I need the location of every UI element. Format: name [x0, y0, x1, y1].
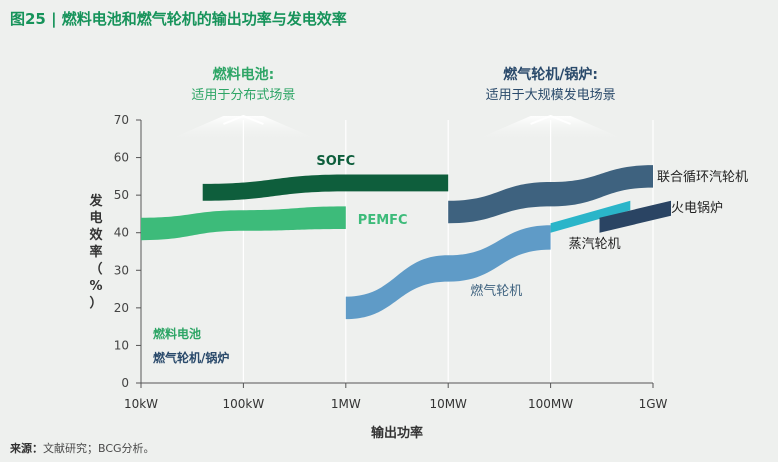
y-tick-label: 60 — [114, 151, 129, 165]
figure-source: 来源：文献研究；BCG分析。 — [10, 440, 155, 456]
y-tick-label: 10 — [114, 338, 129, 352]
series-label: 燃气轮机 — [470, 283, 522, 299]
x-tick-label: 100MW — [528, 397, 573, 411]
figure-title: 图25 | 燃料电池和燃气轮机的输出功率与发电效率 — [10, 10, 347, 28]
group-title: 燃气轮机/锅炉: — [503, 66, 598, 83]
group-subtitle: 适用于分布式场景 — [191, 88, 295, 103]
y-axis-label-char: 发 — [88, 193, 103, 209]
series-band — [448, 165, 653, 224]
group-title: 燃料电池: — [213, 66, 275, 83]
y-axis-label-char: 效 — [89, 227, 103, 243]
y-tick-label: 30 — [114, 263, 129, 277]
series-band — [599, 200, 671, 233]
x-tick-label: 100kW — [223, 397, 265, 411]
series-label: SOFC — [316, 154, 355, 169]
y-tick-label: 0 — [121, 376, 129, 390]
y-axis-label-char: % — [89, 279, 102, 294]
y-axis-label-char: （ — [89, 261, 102, 277]
series-label: PEMFC — [358, 213, 408, 228]
group-subtitle: 适用于大规模发电场景 — [486, 87, 616, 103]
x-tick-label: 10MW — [429, 397, 467, 411]
y-axis-label-char: ） — [89, 295, 102, 311]
x-tick-label: 10kW — [124, 397, 158, 411]
x-tick-label: 1GW — [639, 397, 668, 411]
y-tick-label: 20 — [114, 301, 129, 315]
series-label: 联合循环汽轮机 — [657, 170, 748, 185]
series-band — [345, 225, 551, 320]
legend-entry: 燃气轮机/锅炉 — [153, 350, 229, 365]
series-band — [141, 206, 346, 241]
y-axis-label-char: 率 — [89, 244, 102, 260]
series-label: 蒸汽轮机 — [569, 237, 621, 252]
source-text: 文献研究；BCG分析。 — [43, 442, 155, 455]
y-tick-label: 50 — [114, 188, 129, 202]
chevron-icon — [223, 114, 264, 125]
source-label: 来源： — [10, 442, 43, 455]
y-tick-label: 70 — [114, 113, 129, 127]
series-label: 火电锅炉 — [671, 200, 723, 216]
y-axis-label-char: 电 — [89, 210, 102, 226]
x-tick-label: 1MW — [331, 397, 361, 411]
series-band — [550, 200, 631, 233]
chevron-icon — [530, 114, 571, 125]
legend-entry: 燃料电池 — [153, 326, 201, 341]
x-axis-label: 输出功率 — [371, 425, 423, 441]
series-band — [202, 174, 449, 201]
y-tick-label: 40 — [114, 226, 129, 240]
